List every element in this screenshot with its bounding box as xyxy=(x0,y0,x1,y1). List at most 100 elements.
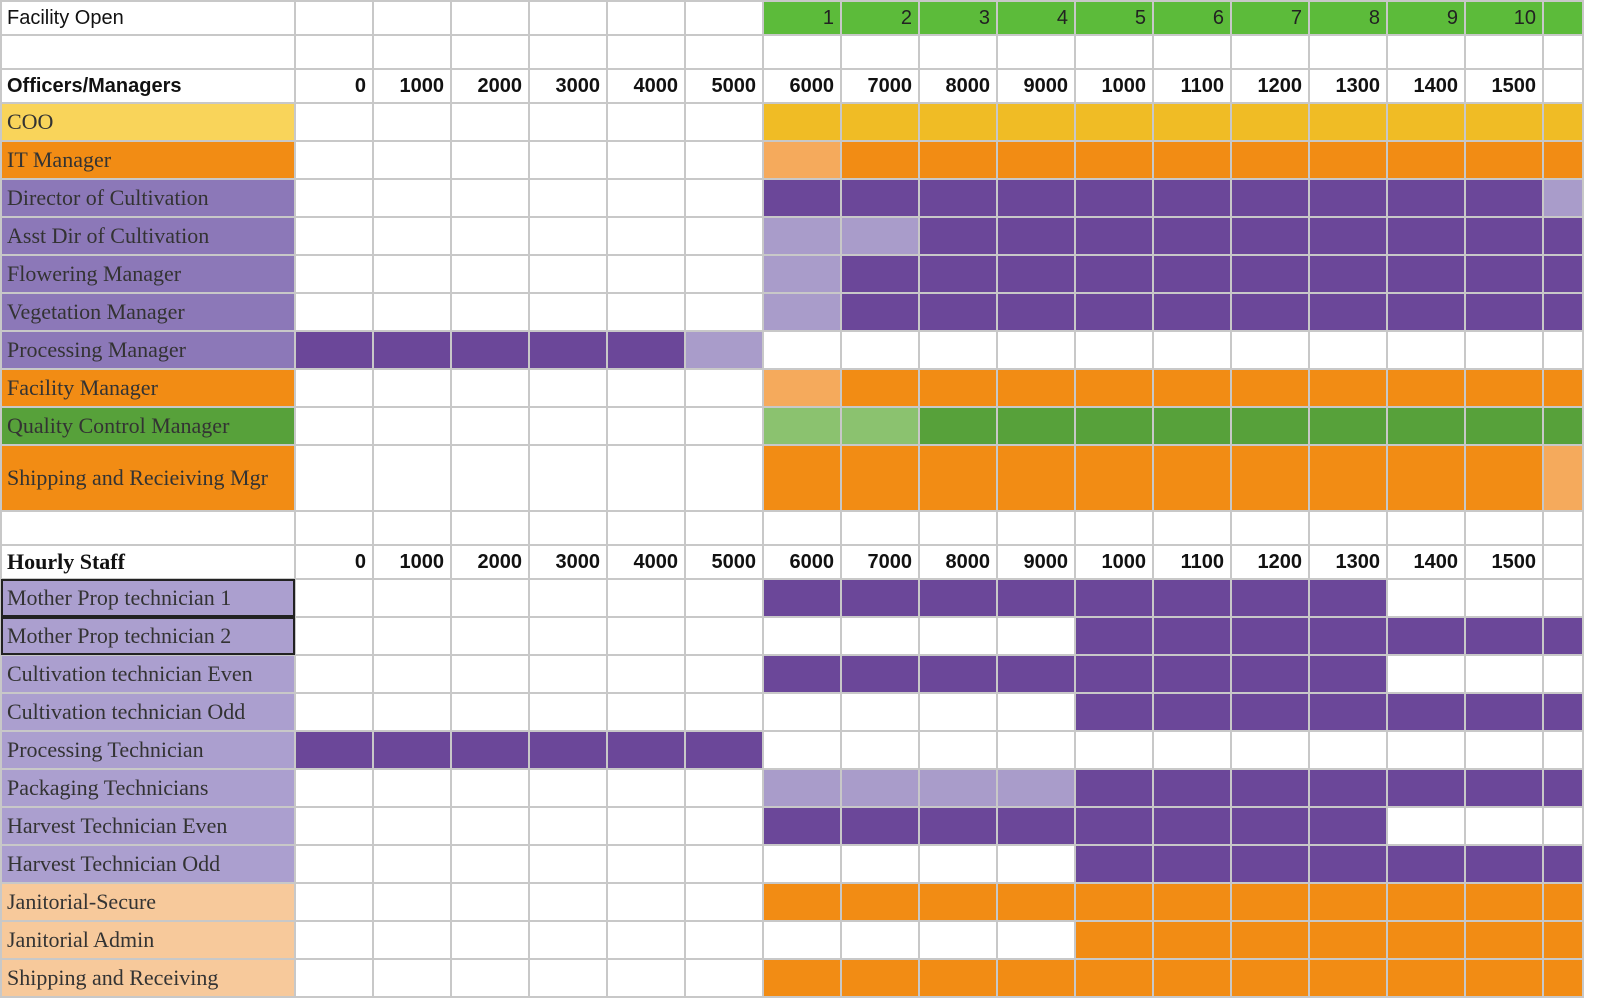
role-label[interactable]: Vegetation Manager xyxy=(0,292,296,332)
schedule-cell[interactable] xyxy=(1386,768,1466,808)
facility-day-cell[interactable] xyxy=(294,0,374,36)
schedule-cell[interactable] xyxy=(1152,292,1232,332)
schedule-cell[interactable] xyxy=(1464,102,1544,142)
schedule-cell[interactable] xyxy=(1386,444,1466,512)
schedule-cell[interactable] xyxy=(294,920,374,960)
empty-cell[interactable] xyxy=(294,34,374,70)
schedule-cell[interactable] xyxy=(762,254,842,294)
schedule-cell[interactable] xyxy=(840,654,920,694)
schedule-cell[interactable] xyxy=(840,578,920,618)
schedule-cell[interactable] xyxy=(606,806,686,846)
empty-cell[interactable] xyxy=(1308,510,1388,546)
schedule-cell[interactable] xyxy=(1230,958,1310,998)
schedule-cell[interactable] xyxy=(606,616,686,656)
schedule-cell[interactable] xyxy=(1074,920,1154,960)
schedule-cell[interactable] xyxy=(840,806,920,846)
schedule-cell[interactable] xyxy=(1464,292,1544,332)
schedule-cell[interactable] xyxy=(996,254,1076,294)
schedule-cell[interactable] xyxy=(918,140,998,180)
schedule-cell[interactable] xyxy=(528,578,608,618)
schedule-cell[interactable] xyxy=(606,178,686,218)
schedule-cell[interactable] xyxy=(528,920,608,960)
schedule-cell[interactable] xyxy=(996,806,1076,846)
schedule-cell[interactable] xyxy=(294,178,374,218)
schedule-cell[interactable] xyxy=(684,292,764,332)
schedule-cell[interactable] xyxy=(1230,806,1310,846)
schedule-cell[interactable] xyxy=(1308,692,1388,732)
schedule-cell[interactable] xyxy=(528,292,608,332)
schedule-cell[interactable] xyxy=(1308,254,1388,294)
empty-cell[interactable] xyxy=(1542,544,1584,580)
schedule-cell[interactable] xyxy=(294,616,374,656)
empty-cell[interactable] xyxy=(450,510,530,546)
schedule-cell[interactable] xyxy=(762,806,842,846)
schedule-cell[interactable] xyxy=(1308,406,1388,446)
schedule-cell[interactable] xyxy=(528,882,608,922)
schedule-cell[interactable] xyxy=(996,958,1076,998)
schedule-cell[interactable] xyxy=(528,692,608,732)
schedule-cell[interactable] xyxy=(762,368,842,408)
schedule-cell[interactable] xyxy=(1386,882,1466,922)
schedule-cell[interactable] xyxy=(918,102,998,142)
schedule-cell[interactable] xyxy=(528,654,608,694)
facility-day-cell[interactable]: 7 xyxy=(1230,0,1310,36)
schedule-cell[interactable] xyxy=(1386,368,1466,408)
schedule-cell[interactable] xyxy=(1386,102,1466,142)
empty-cell[interactable] xyxy=(1230,34,1310,70)
schedule-cell[interactable] xyxy=(1464,368,1544,408)
schedule-cell[interactable] xyxy=(528,406,608,446)
role-label[interactable]: Janitorial-Secure xyxy=(0,882,296,922)
role-label[interactable]: Asst Dir of Cultivation xyxy=(0,216,296,256)
schedule-cell[interactable] xyxy=(450,368,530,408)
schedule-cell[interactable] xyxy=(918,844,998,884)
schedule-cell[interactable] xyxy=(1464,958,1544,998)
schedule-cell[interactable] xyxy=(762,730,842,770)
schedule-cell[interactable] xyxy=(1464,730,1544,770)
schedule-cell[interactable] xyxy=(294,882,374,922)
schedule-cell[interactable] xyxy=(1308,654,1388,694)
schedule-cell[interactable] xyxy=(1464,882,1544,922)
empty-cell[interactable] xyxy=(762,34,842,70)
schedule-cell[interactable] xyxy=(918,368,998,408)
schedule-cell[interactable] xyxy=(1152,654,1232,694)
role-label[interactable]: Processing Technician xyxy=(0,730,296,770)
schedule-cell[interactable] xyxy=(840,368,920,408)
schedule-cell[interactable] xyxy=(450,882,530,922)
facility-day-cell[interactable]: 5 xyxy=(1074,0,1154,36)
role-label[interactable]: Packaging Technicians xyxy=(0,768,296,808)
role-label[interactable]: Cultivation technician Even xyxy=(0,654,296,694)
schedule-cell[interactable] xyxy=(1152,730,1232,770)
schedule-cell[interactable] xyxy=(1074,368,1154,408)
schedule-cell[interactable] xyxy=(684,444,764,512)
schedule-cell[interactable] xyxy=(450,806,530,846)
schedule-cell[interactable] xyxy=(372,292,452,332)
schedule-cell[interactable] xyxy=(840,406,920,446)
schedule-cell[interactable] xyxy=(1386,616,1466,656)
role-label[interactable]: Harvest Technician Odd xyxy=(0,844,296,884)
schedule-cell[interactable] xyxy=(450,920,530,960)
schedule-cell[interactable] xyxy=(840,330,920,370)
schedule-cell[interactable] xyxy=(1542,368,1584,408)
schedule-cell[interactable] xyxy=(450,730,530,770)
schedule-cell[interactable] xyxy=(528,768,608,808)
schedule-cell[interactable] xyxy=(1074,768,1154,808)
empty-cell[interactable] xyxy=(1152,510,1232,546)
schedule-cell[interactable] xyxy=(606,444,686,512)
schedule-cell[interactable] xyxy=(1308,844,1388,884)
schedule-cell[interactable] xyxy=(528,730,608,770)
schedule-cell[interactable] xyxy=(1230,140,1310,180)
schedule-cell[interactable] xyxy=(840,254,920,294)
role-label[interactable]: Shipping and Receiving xyxy=(0,958,296,998)
schedule-cell[interactable] xyxy=(840,292,920,332)
schedule-cell[interactable] xyxy=(606,692,686,732)
schedule-cell[interactable] xyxy=(918,692,998,732)
schedule-cell[interactable] xyxy=(372,254,452,294)
schedule-cell[interactable] xyxy=(762,292,842,332)
empty-cell[interactable] xyxy=(606,34,686,70)
schedule-cell[interactable] xyxy=(372,654,452,694)
schedule-cell[interactable] xyxy=(528,178,608,218)
schedule-cell[interactable] xyxy=(1464,178,1544,218)
schedule-cell[interactable] xyxy=(1308,444,1388,512)
schedule-cell[interactable] xyxy=(294,330,374,370)
schedule-cell[interactable] xyxy=(1386,730,1466,770)
